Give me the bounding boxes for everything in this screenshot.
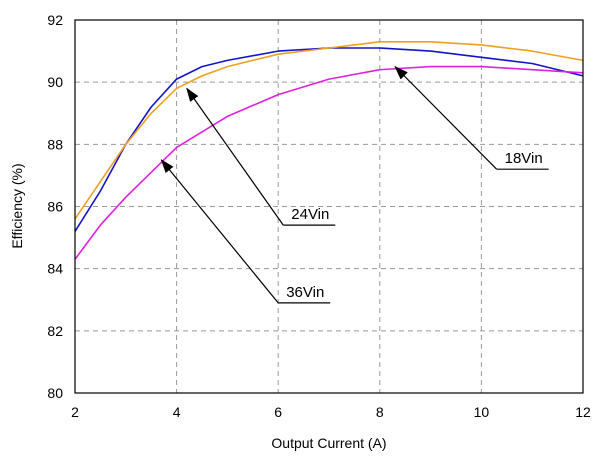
- x-tick-label: 4: [173, 404, 181, 420]
- series-line-24Vin: [74, 40, 584, 220]
- y-tick-label: 80: [47, 385, 63, 401]
- annotations: 18Vin 24Vin 36Vin: [160, 65, 549, 304]
- y-tick-label: 88: [47, 136, 63, 152]
- annotation-arrow-18Vin: [394, 65, 498, 170]
- x-tick-label: 10: [474, 404, 490, 420]
- x-tick-label: 6: [274, 404, 282, 420]
- plot-frame: [74, 19, 584, 394]
- annotation-label-24Vin: 24Vin: [291, 206, 329, 223]
- annotation-arrow-24Vin: [186, 87, 284, 226]
- y-tick-label: 90: [47, 74, 63, 90]
- series-lines: [74, 40, 584, 260]
- annotation-arrow-36Vin: [160, 159, 279, 304]
- y-tick-labels: 80 82 84 86 88 90 92: [47, 12, 63, 401]
- y-tick-label: 84: [47, 261, 63, 277]
- grid-lines: [75, 20, 583, 393]
- x-tick-label: 12: [575, 404, 591, 420]
- y-tick-label: 86: [47, 199, 63, 215]
- y-tick-label: 82: [47, 323, 63, 339]
- series-line-36Vin: [74, 65, 584, 260]
- x-tick-label: 2: [71, 404, 79, 420]
- y-tick-label: 92: [47, 12, 63, 28]
- annotation-label-18Vin: 18Vin: [505, 150, 543, 167]
- series-line-18Vin: [74, 47, 584, 232]
- y-axis-title: Efficiency (%): [9, 163, 25, 248]
- x-axis-title: Output Current (A): [271, 435, 386, 451]
- annotation-label-36Vin: 36Vin: [286, 284, 324, 301]
- x-tick-label: 8: [376, 404, 384, 420]
- x-tick-labels: 2 4 6 8 10 12: [71, 404, 591, 420]
